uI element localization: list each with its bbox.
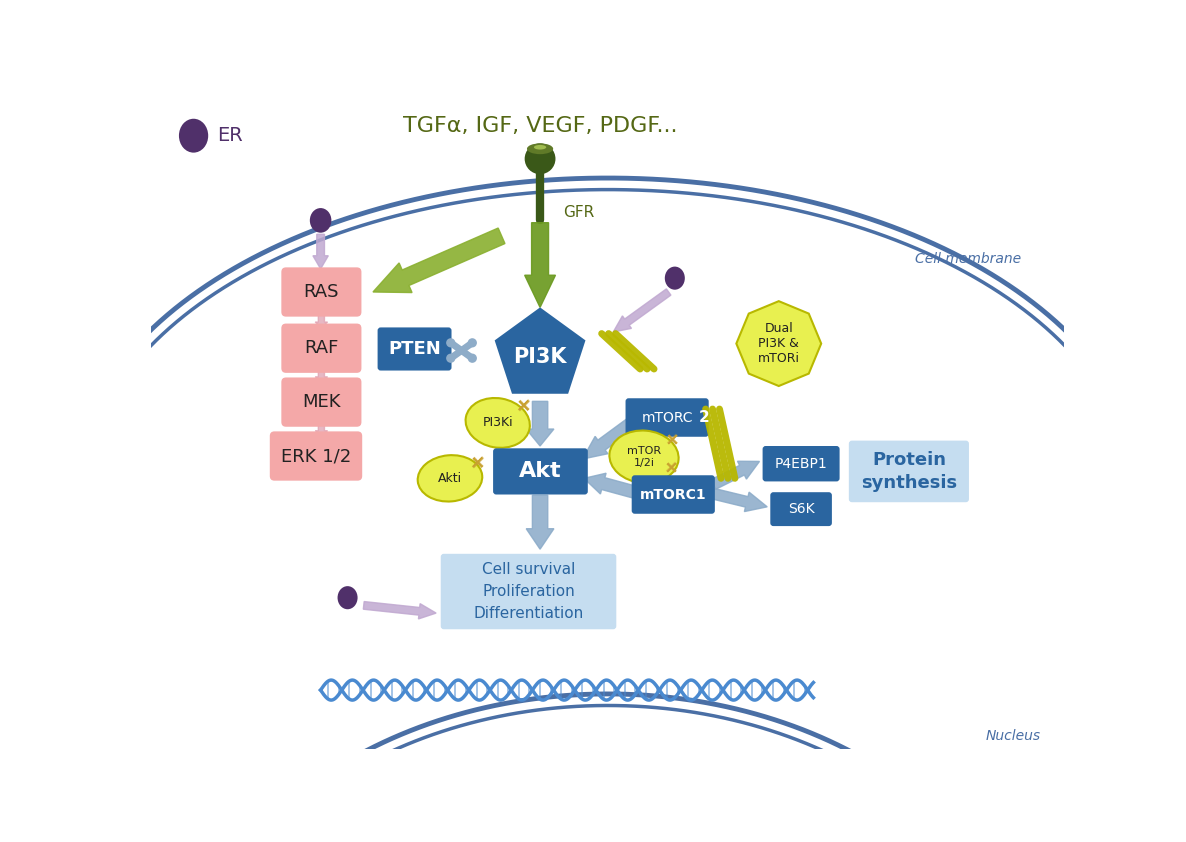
Ellipse shape [610,430,678,483]
Ellipse shape [665,267,684,290]
FancyArrow shape [613,289,671,332]
FancyArrow shape [315,368,327,382]
Text: MEK: MEK [302,393,340,411]
FancyBboxPatch shape [281,268,362,317]
Text: RAS: RAS [304,283,339,301]
Text: ERK 1/2: ERK 1/2 [281,447,351,465]
Text: Protein
synthesis: Protein synthesis [861,450,957,493]
FancyArrow shape [363,601,436,619]
Text: P4EBP1: P4EBP1 [774,456,828,471]
FancyArrow shape [524,222,555,307]
FancyBboxPatch shape [632,475,715,514]
Text: 2: 2 [699,410,709,425]
Text: +: + [661,426,686,451]
Text: GFR: GFR [563,205,594,221]
Circle shape [524,143,555,174]
Text: RAF: RAF [304,339,338,357]
Ellipse shape [338,586,357,610]
Text: mTORC: mTORC [642,411,693,424]
Circle shape [467,338,477,348]
Ellipse shape [534,145,547,150]
FancyArrow shape [710,461,759,489]
Text: Nucleus: Nucleus [986,729,1040,743]
Text: PI3K: PI3K [514,348,567,367]
Circle shape [467,354,477,363]
Text: TGFα, IGF, VEGF, PDGF...: TGFα, IGF, VEGF, PDGF... [403,116,677,136]
Text: Cell membrane: Cell membrane [916,252,1021,266]
Text: PTEN: PTEN [388,340,441,358]
Text: +: + [510,391,537,418]
FancyArrow shape [315,422,327,436]
Ellipse shape [179,119,209,152]
Text: Cell survival
Proliferation
Differentiation: Cell survival Proliferation Differentiat… [473,562,584,621]
FancyBboxPatch shape [849,440,969,502]
Text: ER: ER [217,126,242,145]
Text: +: + [659,453,684,478]
Circle shape [446,338,455,348]
Ellipse shape [417,456,483,502]
Ellipse shape [310,208,331,232]
FancyArrow shape [372,228,505,292]
FancyArrow shape [582,416,638,459]
Polygon shape [737,301,821,386]
FancyBboxPatch shape [377,328,452,370]
FancyArrow shape [313,234,329,269]
FancyBboxPatch shape [625,398,709,437]
Text: Dual
PI3K &
mTORi: Dual PI3K & mTORi [758,322,799,365]
Circle shape [446,354,455,363]
Text: Akti: Akti [438,472,463,485]
FancyBboxPatch shape [281,377,362,427]
Text: PI3Ki: PI3Ki [483,417,514,429]
Text: mTOR
1/2i: mTOR 1/2i [627,446,661,467]
FancyBboxPatch shape [269,431,362,481]
Text: mTORC1: mTORC1 [640,488,707,502]
FancyBboxPatch shape [281,323,362,373]
FancyArrow shape [712,488,767,512]
FancyArrow shape [315,312,327,328]
Polygon shape [495,307,586,394]
FancyBboxPatch shape [441,554,617,629]
Ellipse shape [527,143,553,154]
FancyArrow shape [584,473,637,498]
FancyArrow shape [527,402,554,446]
FancyBboxPatch shape [763,446,840,482]
FancyBboxPatch shape [493,448,588,494]
Ellipse shape [466,398,530,448]
FancyBboxPatch shape [770,493,831,526]
Text: Akt: Akt [519,461,562,482]
FancyArrow shape [527,495,554,549]
Text: +: + [464,448,491,475]
Text: S6K: S6K [788,502,815,516]
